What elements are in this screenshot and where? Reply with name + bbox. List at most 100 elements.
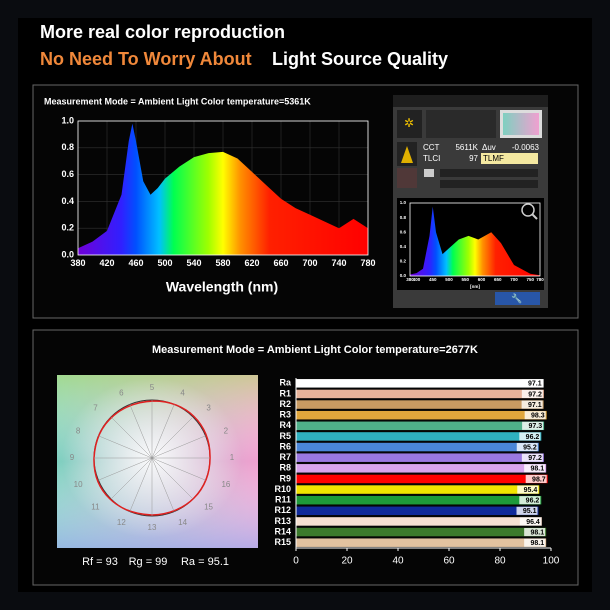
y-tick-label: R6 [279, 441, 291, 451]
y-tick-label: R4 [279, 420, 291, 430]
hue-spoke [129, 457, 153, 512]
y-tick-label: 0.8 [400, 215, 407, 220]
hue-label: 16 [221, 480, 230, 489]
hue-spoke [151, 416, 194, 459]
bar [296, 506, 539, 516]
y-tick-label: R5 [279, 431, 291, 441]
tm30-graphic [57, 375, 258, 548]
hue-spoke [151, 435, 206, 459]
device-value: -0.0063 [512, 143, 540, 152]
x-tick-label: 780 [536, 277, 544, 282]
value-label-box [524, 464, 546, 473]
y-tick-label: R8 [279, 463, 291, 473]
bar [296, 485, 540, 494]
value-label-box [516, 506, 538, 515]
hue-spoke [98, 435, 153, 459]
subtitle-accent: No Need To Worry About [40, 49, 252, 69]
value-label-box [519, 432, 541, 441]
value-label: 95.2 [523, 444, 537, 451]
y-tick-label: R2 [279, 399, 291, 409]
value-label: 97.3 [528, 423, 542, 430]
icon-box [397, 110, 422, 138]
x-tick-label: 740 [331, 258, 346, 268]
x-tick-label: 600 [478, 277, 486, 282]
hue-spoke [151, 457, 175, 512]
x-tick-label: 650 [494, 277, 502, 282]
hue-label: 5 [150, 383, 155, 392]
hue-spoke [151, 457, 194, 500]
bar [440, 180, 538, 188]
device-value: 97 [469, 154, 478, 163]
value-label-box [521, 453, 543, 462]
zoom-icon [531, 213, 538, 220]
hue-label: 9 [70, 453, 75, 462]
hue-label: 10 [74, 480, 83, 489]
hue-label: 6 [119, 388, 124, 397]
gamut-line [93, 400, 211, 516]
hue-label: 8 [76, 426, 81, 435]
box [426, 110, 496, 138]
value-label: 97.2 [528, 391, 542, 398]
x-tick-label: 780 [360, 258, 375, 268]
value-label-box [521, 379, 543, 388]
bar [296, 527, 547, 537]
spectrum-area [410, 206, 540, 276]
hue-label: 14 [178, 518, 187, 527]
x-tick-label: 620 [244, 258, 259, 268]
hue-label: 1 [230, 453, 235, 462]
x-tick-label: 100 [543, 556, 560, 567]
hue-label: 12 [117, 518, 126, 527]
value-label: 98.3 [531, 413, 545, 420]
metric: Rf = 93 [82, 556, 118, 568]
hue-spoke [151, 457, 206, 481]
bar [296, 389, 544, 399]
device-label: TLMF [483, 154, 504, 163]
panel-title: Measurement Mode = Ambient Light Color t… [152, 344, 478, 356]
y-tick-label: Ra [279, 378, 291, 388]
hue-label: 11 [91, 503, 100, 512]
value-label-box [521, 400, 543, 409]
value-label: 97.1 [528, 402, 542, 409]
value-label: 95.4 [524, 487, 538, 494]
bar [296, 400, 544, 409]
settings-button [495, 292, 540, 305]
hue-label: 15 [204, 503, 213, 512]
value-label: 96.2 [526, 498, 540, 505]
icon [401, 146, 413, 163]
bar [296, 495, 542, 505]
device-value: 5611K [455, 143, 478, 152]
value-label-box [522, 421, 544, 430]
x-tick-label: 700 [302, 258, 317, 268]
device-label: Δuv [482, 143, 496, 152]
x-tick-label: 660 [273, 258, 288, 268]
x-tick-label: 500 [157, 258, 172, 268]
hue-spoke [151, 404, 175, 459]
y-tick-label: 1.0 [61, 115, 74, 125]
hue-label: 3 [206, 404, 211, 413]
y-tick-label: R7 [279, 452, 291, 462]
bar [296, 517, 542, 526]
value-label: 97.2 [528, 455, 542, 462]
value-label: 98.1 [531, 529, 545, 536]
value-label-box [521, 389, 543, 398]
hue-label: 13 [148, 523, 157, 532]
y-tick-label: 0.6 [400, 229, 407, 234]
hue-spoke [110, 416, 153, 459]
icon: ✲ [404, 116, 414, 130]
bar [296, 538, 547, 547]
bar [296, 474, 548, 484]
value-label: 95.1 [523, 508, 537, 515]
subtitle: Light Source Quality [272, 49, 448, 69]
value-label-box [519, 496, 541, 505]
device-label: TLCI [423, 154, 440, 163]
y-tick-label: 0.4 [400, 244, 407, 249]
value-label: 98.7 [532, 476, 546, 483]
checker-swatches [503, 113, 539, 135]
x-tick-label: 500 [445, 277, 453, 282]
icon-box [397, 168, 417, 188]
status-bar [393, 95, 548, 107]
bar [296, 453, 544, 462]
x-axis-label: Wavelength (nm) [166, 279, 278, 295]
y-tick-label: R11 [275, 495, 291, 505]
y-tick-label: 0.4 [61, 196, 74, 206]
